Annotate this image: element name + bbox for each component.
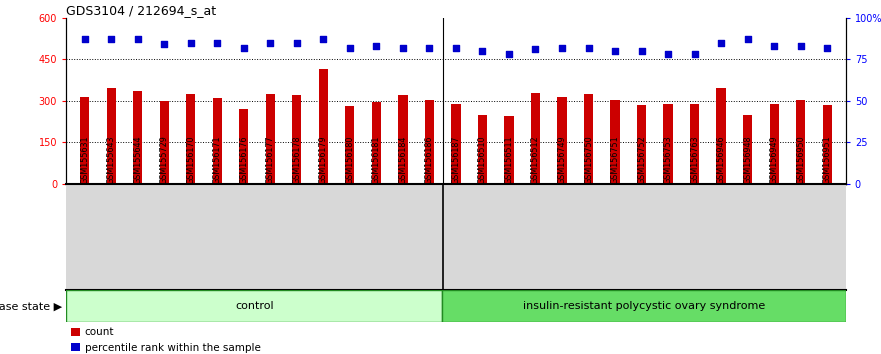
Bar [743, 115, 752, 184]
Bar [663, 104, 673, 184]
Bar [266, 94, 275, 184]
Bar [769, 104, 779, 184]
Bar [239, 109, 248, 184]
Bar [690, 104, 700, 184]
Bar [398, 95, 408, 184]
Point [422, 45, 436, 51]
Bar [372, 102, 381, 184]
Bar [66, 290, 442, 322]
Bar [292, 95, 301, 184]
Point [211, 40, 225, 46]
Bar [637, 105, 646, 184]
Bar [425, 99, 434, 184]
Point [369, 43, 383, 49]
Point [714, 40, 729, 46]
Point [290, 40, 304, 46]
Point [78, 36, 92, 42]
Point [820, 45, 834, 51]
Point [316, 36, 330, 42]
Bar [133, 91, 143, 184]
Point [104, 36, 118, 42]
Bar [584, 94, 593, 184]
Point [343, 45, 357, 51]
Text: disease state ▶: disease state ▶ [0, 301, 62, 311]
Point [263, 40, 278, 46]
Text: insulin-resistant polycystic ovary syndrome: insulin-resistant polycystic ovary syndr… [523, 301, 766, 311]
Point [502, 51, 516, 57]
Bar [451, 104, 461, 184]
Bar [107, 88, 115, 184]
Bar [345, 107, 354, 184]
Point [555, 45, 569, 51]
Point [608, 48, 622, 54]
Bar [159, 101, 169, 184]
Bar [80, 97, 89, 184]
Text: GDS3104 / 212694_s_at: GDS3104 / 212694_s_at [66, 4, 216, 17]
Bar [796, 99, 805, 184]
Bar [442, 290, 846, 322]
Bar [716, 88, 726, 184]
Bar [611, 99, 619, 184]
Point [794, 43, 808, 49]
Bar [319, 69, 328, 184]
Point [448, 45, 463, 51]
Point [767, 43, 781, 49]
Point [130, 36, 144, 42]
Point [529, 46, 543, 52]
Point [476, 48, 490, 54]
Point [634, 48, 648, 54]
Bar [478, 115, 487, 184]
Point [741, 36, 755, 42]
Bar [212, 98, 222, 184]
Point [183, 40, 197, 46]
Point [687, 51, 701, 57]
Bar [504, 116, 514, 184]
Point [157, 41, 171, 47]
Bar [531, 93, 540, 184]
Bar [558, 97, 566, 184]
Bar [186, 94, 196, 184]
Point [661, 51, 675, 57]
Text: control: control [235, 301, 274, 311]
Point [581, 45, 596, 51]
Point [396, 45, 410, 51]
Bar [823, 105, 832, 184]
Legend: count, percentile rank within the sample: count, percentile rank within the sample [71, 327, 261, 353]
Point [237, 45, 251, 51]
